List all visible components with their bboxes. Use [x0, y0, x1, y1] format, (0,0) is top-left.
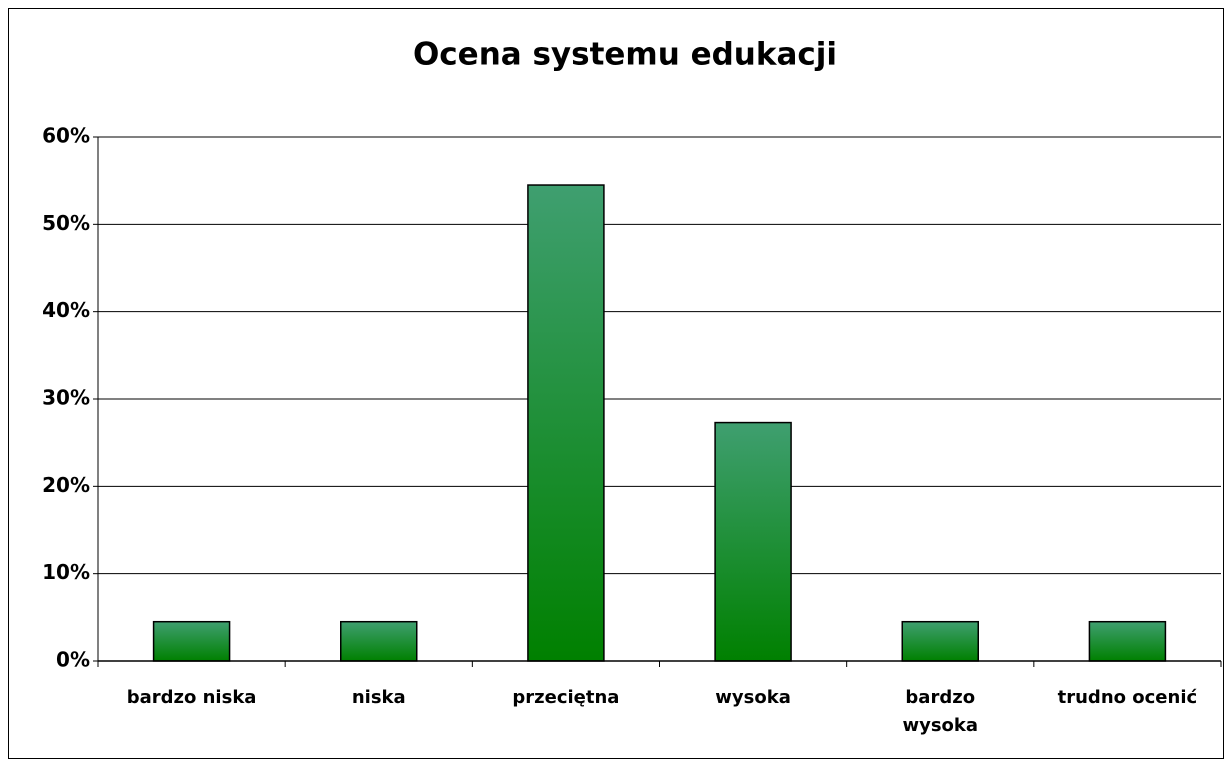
y-tick-label: 60%	[42, 124, 90, 148]
bar	[714, 421, 792, 662]
x-tick-label: przeciętna	[512, 687, 619, 708]
bar	[1088, 620, 1167, 662]
chart-title: Ocena systemu edukacji	[413, 37, 837, 73]
bar	[152, 620, 231, 662]
x-tick-label: trudno ocenić	[1058, 687, 1198, 708]
bar	[527, 184, 605, 662]
y-tick-label: 40%	[42, 298, 90, 322]
x-tick-label: niska	[352, 687, 406, 708]
y-tick-label: 30%	[42, 386, 90, 410]
bar	[901, 620, 979, 662]
x-tick-label: bardzo niska	[127, 687, 257, 708]
bar	[340, 620, 418, 662]
x-tick-label: wysoka	[715, 687, 791, 708]
y-tick-label: 0%	[56, 648, 90, 672]
y-tick-label: 50%	[42, 211, 90, 235]
y-tick-label: 20%	[42, 473, 90, 497]
x-tick-label: bardzo wysoka	[902, 687, 978, 736]
y-tick-label: 10%	[42, 560, 90, 584]
